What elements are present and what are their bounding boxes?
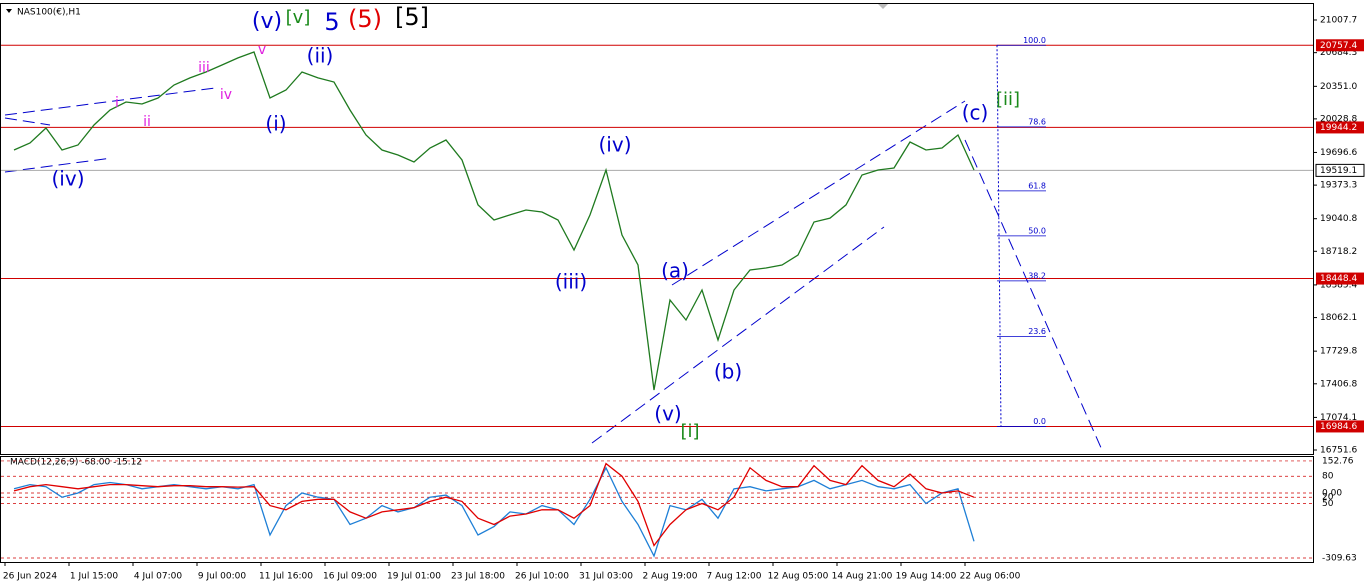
fib-label: 38.2 xyxy=(1028,271,1046,280)
wave-label: (iii) xyxy=(555,270,587,294)
price-line xyxy=(13,462,975,547)
level-label-box xyxy=(1316,121,1364,134)
y-tick-label: 16751.6 xyxy=(1320,445,1357,455)
macd-title: MACD(12,26,9) -68.00 -15.12 xyxy=(10,458,142,468)
wave-label: ii xyxy=(143,114,151,130)
last-price-box xyxy=(1315,163,1365,177)
x-tick-label: 14 Aug 21:00 xyxy=(832,572,893,582)
level-label-box xyxy=(1316,272,1364,285)
x-tick-label: 4 Jul 07:00 xyxy=(134,572,183,582)
y-tick-label: 20028.8 xyxy=(1320,114,1357,124)
macd-tick-label: 80 xyxy=(1322,472,1334,482)
last-price-label: 19519.1 xyxy=(1320,166,1357,176)
y-tick-label: 21007.7 xyxy=(1320,15,1357,25)
wave-label: (5) xyxy=(348,5,382,33)
fib-label: 0.0 xyxy=(1033,417,1046,426)
y-tick-label: 18385.4 xyxy=(1320,280,1357,290)
macd-tick-label: 20 xyxy=(1322,493,1334,503)
x-tick-label: 23 Jul 18:00 xyxy=(451,572,505,582)
trend-line xyxy=(4,87,216,116)
wave-label: (i) xyxy=(265,112,286,136)
trend-lines xyxy=(4,87,1103,451)
x-tick-label: 22 Aug 06:00 xyxy=(960,572,1021,582)
fib-label: 50.0 xyxy=(1028,226,1046,235)
x-tick-label: 19 Aug 14:00 xyxy=(896,572,957,582)
level-label: 20757.4 xyxy=(1320,41,1357,51)
y-tick-label: 19696.6 xyxy=(1320,148,1357,158)
macd-tick-label: 0.00 xyxy=(1322,489,1342,499)
y-tick-label: 19040.8 xyxy=(1320,214,1357,224)
fib-label: 61.8 xyxy=(1028,181,1046,190)
scroll-marker[interactable] xyxy=(878,4,888,9)
x-tick-label: 12 Aug 05:00 xyxy=(768,572,829,582)
x-tick-label: 16 Jul 09:00 xyxy=(323,572,377,582)
menu-arrow[interactable] xyxy=(6,9,12,13)
level-label-box xyxy=(1316,420,1364,433)
fib-label: 78.6 xyxy=(1028,117,1046,126)
price-panel xyxy=(0,3,1314,455)
fib-label: 100.0 xyxy=(1023,36,1046,45)
price-line xyxy=(13,466,975,558)
x-tick-label: 26 Jul 10:00 xyxy=(515,572,569,582)
y-tick-label: 20684.3 xyxy=(1320,48,1357,58)
wave-label: (a) xyxy=(661,259,689,283)
wave-label: (iv) xyxy=(52,167,85,191)
wave-label: iii xyxy=(198,60,210,76)
trend-line xyxy=(4,117,51,126)
wave-label: i xyxy=(115,95,119,111)
wave-label: (ii) xyxy=(307,44,334,68)
wave-label: [ii] xyxy=(996,89,1020,110)
x-tick-label: 2 Aug 19:00 xyxy=(643,572,698,582)
y-tick-label: 19373.3 xyxy=(1320,181,1357,191)
macd-panel xyxy=(0,456,1314,563)
chart-title: NAS100(€),H1 xyxy=(17,8,81,18)
y-tick-label: 17729.8 xyxy=(1320,347,1357,357)
wave-label: [v] xyxy=(286,7,311,28)
x-tick-label: 9 Jul 00:00 xyxy=(198,572,247,582)
x-tick-label: 11 Jul 16:00 xyxy=(259,572,313,582)
level-label: 16984.6 xyxy=(1320,422,1357,432)
y-tick-label: 17406.8 xyxy=(1320,379,1357,389)
y-tick-label: 20351.0 xyxy=(1320,82,1357,92)
wave-label: 5 xyxy=(324,8,339,36)
channel-line xyxy=(591,226,885,444)
wave-label: (iv) xyxy=(599,133,632,157)
wave-label: iv xyxy=(220,87,232,103)
macd-tick-label: -309.63 xyxy=(1322,554,1357,564)
x-tick-label: 31 Jul 03:00 xyxy=(579,572,633,582)
level-label: 19944.2 xyxy=(1320,123,1357,133)
level-label: 18448.4 xyxy=(1320,274,1357,284)
wave-label: [i] xyxy=(680,421,699,442)
x-tick-label: 1 Jul 15:00 xyxy=(70,572,119,582)
x-tick-label: 19 Jul 01:00 xyxy=(387,572,441,582)
wave-label: (c) xyxy=(962,101,989,125)
channel-line xyxy=(671,100,966,286)
wave-label: [5] xyxy=(395,3,429,31)
x-tick-label: 26 Jun 2024 xyxy=(3,572,57,582)
wave-label: (v) xyxy=(654,402,681,426)
y-tick-label: 17074.1 xyxy=(1320,413,1357,423)
x-tick-label: 7 Aug 12:00 xyxy=(707,572,762,582)
projection-line xyxy=(964,139,1103,451)
level-label-box xyxy=(1316,39,1364,52)
fib-label: 23.6 xyxy=(1028,327,1046,336)
price-line xyxy=(13,51,975,391)
macd-tick-label: 50 xyxy=(1322,499,1334,509)
fib-axis xyxy=(996,45,1002,427)
wave-label: v xyxy=(258,42,266,58)
macd-tick-label: 152.76 xyxy=(1322,456,1354,466)
wave-label: (v) xyxy=(252,9,282,34)
y-tick-label: 18718.2 xyxy=(1320,247,1357,257)
wave-label: (b) xyxy=(714,360,742,384)
y-tick-label: 18062.1 xyxy=(1320,313,1357,323)
